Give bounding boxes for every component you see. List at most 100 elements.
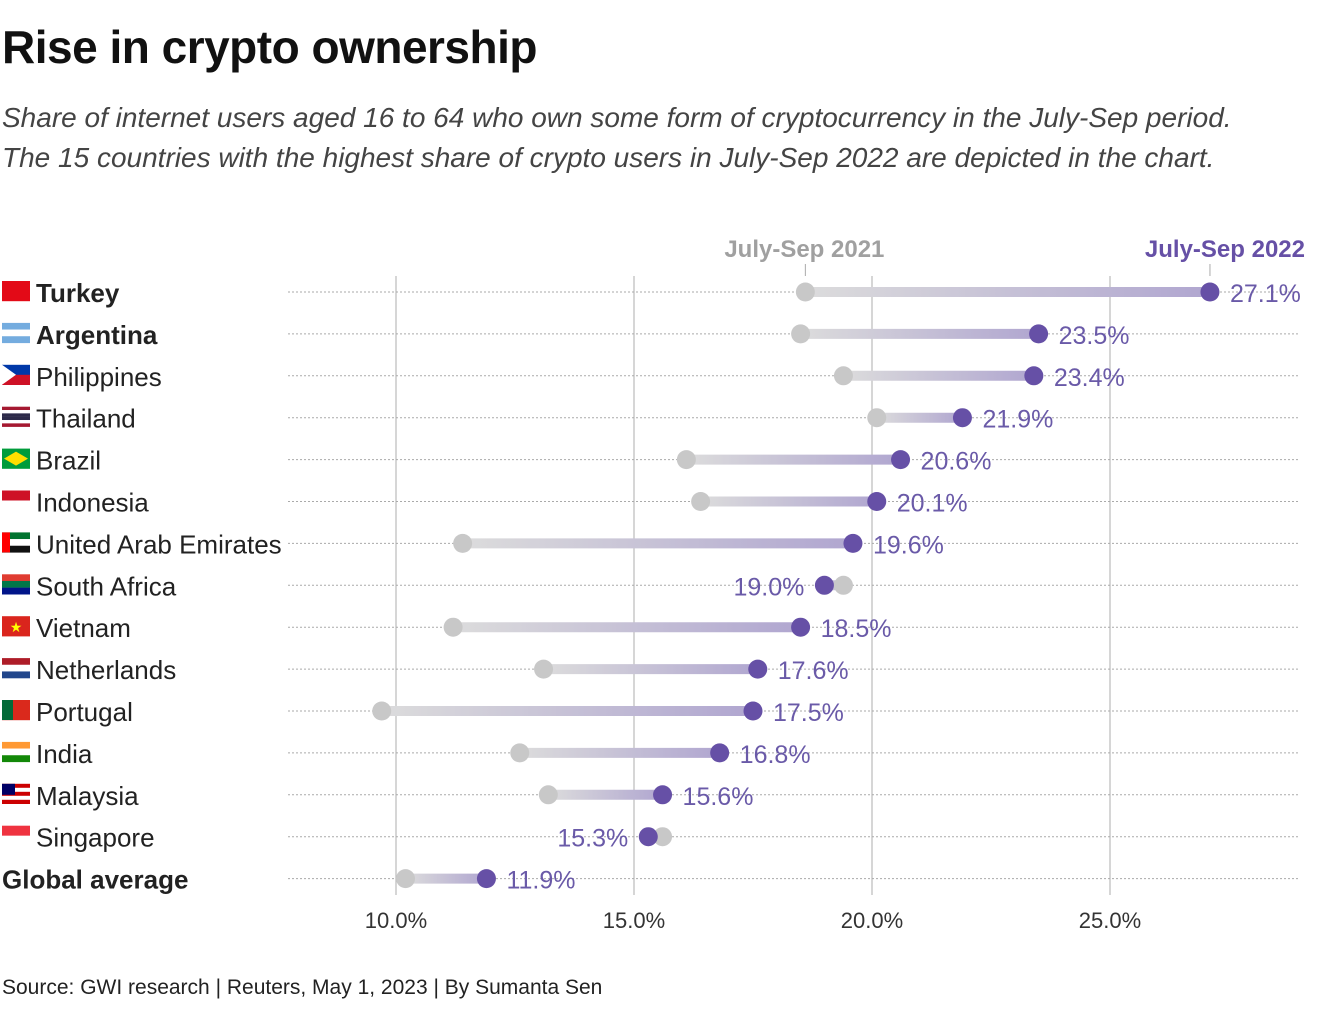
flag-icon bbox=[2, 490, 30, 511]
flag-stripe bbox=[2, 406, 30, 411]
value-label: 19.0% bbox=[734, 573, 805, 601]
value-label: 17.5% bbox=[773, 699, 844, 727]
dot-2022 bbox=[638, 827, 658, 847]
value-label: 15.6% bbox=[683, 783, 754, 811]
subtitle-line-1: Share of internet users aged 16 to 64 wh… bbox=[2, 102, 1232, 133]
flag-icon bbox=[2, 448, 30, 469]
country-label: Brazil bbox=[36, 446, 101, 476]
dot-2021 bbox=[691, 492, 711, 511]
country-label: Vietnam bbox=[36, 613, 131, 643]
flag-star: ★ bbox=[10, 619, 23, 635]
dot-2022 bbox=[710, 743, 730, 763]
dot-2021 bbox=[396, 869, 416, 889]
flag-stripe bbox=[2, 791, 30, 796]
flag-stripe bbox=[2, 532, 30, 540]
flag-stripe bbox=[2, 574, 30, 582]
flag-stripe bbox=[2, 500, 30, 511]
value-label: 20.1% bbox=[897, 490, 968, 518]
flag-stripe bbox=[2, 413, 30, 417]
value-label: 11.9% bbox=[506, 867, 575, 895]
dot-2022 bbox=[1200, 282, 1220, 302]
flag-stripe bbox=[2, 322, 30, 330]
country-label: Portugal bbox=[36, 697, 133, 727]
flag-stripe bbox=[2, 835, 30, 846]
country-label: South Africa bbox=[36, 571, 177, 601]
chart-title: Rise in crypto ownership bbox=[2, 21, 538, 73]
country-label: Singapore bbox=[36, 823, 155, 853]
dot-2022 bbox=[867, 492, 887, 511]
flag-stripe bbox=[2, 532, 10, 553]
country-label: Philippines bbox=[36, 362, 162, 392]
flag-stripe bbox=[2, 336, 30, 344]
flag-stripe bbox=[2, 616, 30, 637]
value-label: 15.3% bbox=[557, 825, 628, 853]
flag-stripe bbox=[2, 539, 30, 546]
country-label: Indonesia bbox=[36, 488, 149, 518]
country-label: Netherlands bbox=[36, 655, 176, 685]
flag-icon bbox=[2, 825, 30, 846]
dot-2021 bbox=[833, 366, 853, 386]
flag-stripe bbox=[2, 281, 30, 302]
flag-icon: ★ bbox=[2, 616, 30, 637]
flag-icon bbox=[2, 322, 30, 344]
flag-icon bbox=[2, 364, 30, 385]
value-label: 18.5% bbox=[821, 615, 892, 643]
value-label: 17.6% bbox=[778, 657, 849, 685]
flag-stripe bbox=[2, 795, 30, 800]
dot-2022 bbox=[1029, 324, 1049, 344]
flag-stripe bbox=[2, 671, 30, 679]
legend-2022: July-Sep 2022 bbox=[1145, 236, 1305, 263]
country-label: Malaysia bbox=[36, 781, 139, 811]
dot-2021 bbox=[833, 575, 853, 595]
flag-stripe bbox=[2, 545, 30, 553]
flag-stripe bbox=[2, 587, 30, 595]
subtitle-line-2: The 15 countries with the highest share … bbox=[2, 142, 1215, 173]
dot-2022 bbox=[1024, 366, 1044, 386]
dot-2022 bbox=[891, 450, 911, 470]
dot-2021 bbox=[653, 827, 673, 847]
flag-stripe bbox=[2, 658, 30, 665]
flag-stripe bbox=[2, 799, 30, 804]
flag-stripe bbox=[2, 374, 30, 385]
country-label: Argentina bbox=[36, 320, 158, 350]
flag-stripe bbox=[2, 410, 30, 414]
flag-stripe bbox=[2, 787, 30, 792]
dot-2022 bbox=[653, 785, 673, 805]
x-tick-label: 15.0% bbox=[603, 908, 665, 933]
value-label: 19.6% bbox=[873, 531, 944, 559]
flag-icon bbox=[2, 741, 30, 763]
flag-stripe bbox=[2, 329, 30, 337]
dot-2021 bbox=[538, 785, 558, 805]
flag-stripe bbox=[2, 364, 30, 375]
country-label: United Arab Emirates bbox=[36, 529, 282, 559]
flag-stripe bbox=[2, 700, 13, 720]
dumbbell-chart: 10.0% 15.0% 20.0% 25.0% July-Sep 2021 July-Se… bbox=[2, 236, 1305, 933]
dot-2022 bbox=[952, 408, 972, 428]
value-label: 23.5% bbox=[1059, 322, 1130, 350]
dot-2022 bbox=[748, 659, 768, 679]
flag-stripe bbox=[2, 416, 30, 421]
dot-2022 bbox=[476, 869, 496, 889]
value-label: 21.9% bbox=[982, 406, 1053, 434]
flag-stripe bbox=[2, 741, 30, 749]
legend-2021: July-Sep 2021 bbox=[724, 236, 884, 263]
dot-2021 bbox=[510, 743, 530, 763]
country-label: Global average bbox=[2, 865, 188, 895]
flag-stripe bbox=[2, 580, 30, 588]
dot-2022 bbox=[791, 617, 811, 637]
flag-stripe bbox=[2, 420, 30, 424]
dot-2021 bbox=[453, 533, 473, 553]
dot-2021 bbox=[534, 659, 554, 679]
flag-stripe bbox=[2, 783, 30, 788]
flag-stripe bbox=[2, 748, 30, 756]
flag-diamond bbox=[4, 451, 28, 466]
x-tick-label: 25.0% bbox=[1079, 908, 1141, 933]
flag-triangle bbox=[2, 364, 16, 385]
source-note: Source: GWI research | Reuters, May 1, 2… bbox=[2, 976, 603, 999]
dot-2021 bbox=[372, 701, 392, 721]
flag-stripe bbox=[2, 755, 30, 763]
flag-canton bbox=[2, 783, 15, 795]
country-label: India bbox=[36, 739, 93, 769]
flag-icon bbox=[2, 406, 30, 427]
dot-2021 bbox=[676, 450, 696, 470]
